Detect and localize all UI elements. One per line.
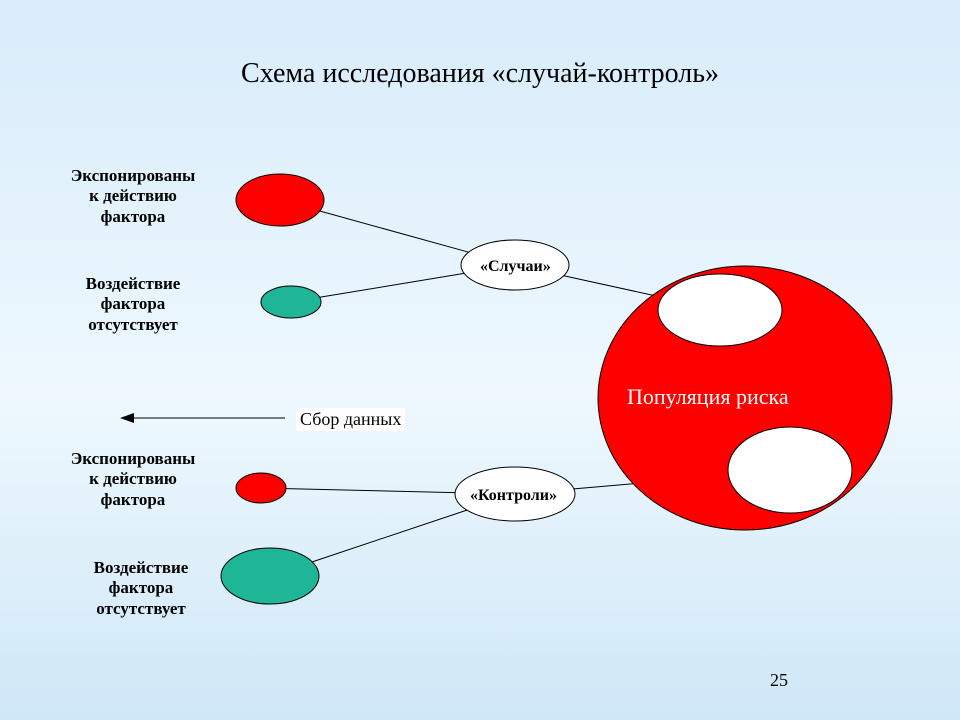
label-cases: «Случаи» xyxy=(480,258,551,276)
slide-title: Схема исследования «случай-контроль» xyxy=(0,58,960,90)
label-unexposed-bot: Воздействиефактораотсутствует xyxy=(66,558,216,619)
label-unexposed-top: Воздействиефактораотсутствует xyxy=(58,274,208,335)
label-exposed-bot: Экспонированык действиюфактора xyxy=(58,449,208,510)
label-data-collection: Сбор данных xyxy=(296,408,405,431)
label-population: Популяция риска xyxy=(627,384,789,410)
label-exposed-top: Экспонированык действиюфактора xyxy=(58,166,208,227)
label-controls: «Контроли» xyxy=(470,487,557,505)
slide: Схема исследования «случай-контроль» Экс… xyxy=(0,0,960,720)
page-number: 25 xyxy=(770,670,788,691)
